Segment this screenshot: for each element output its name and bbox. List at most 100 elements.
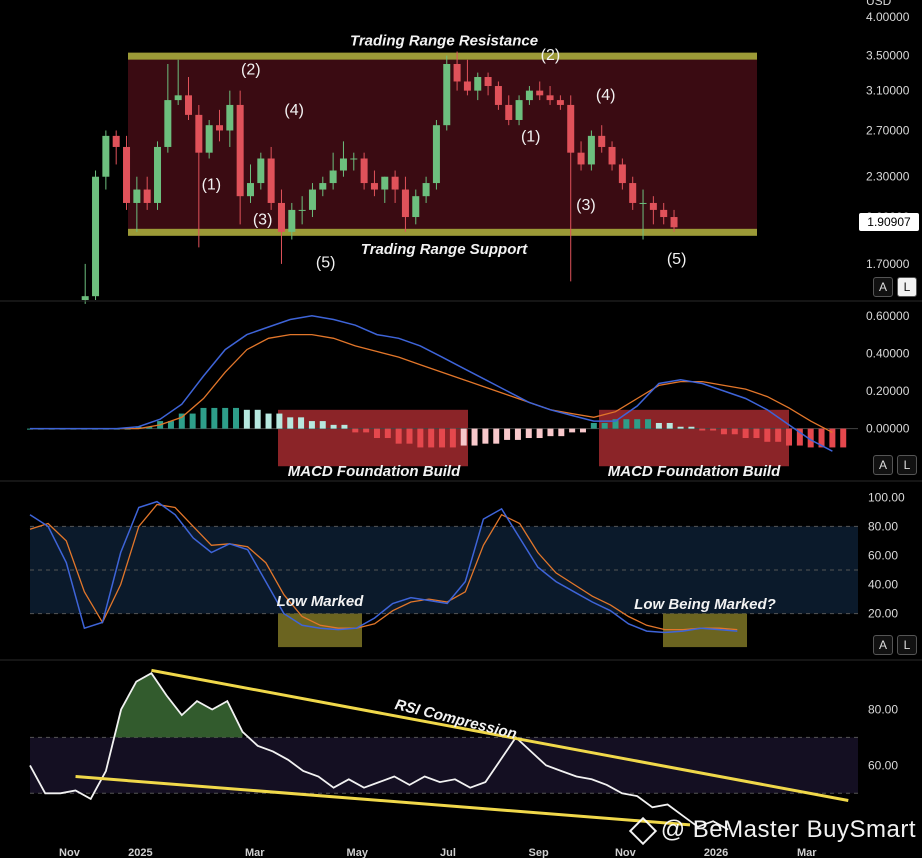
candle-body — [164, 100, 172, 147]
rsi-upper-trendline — [151, 668, 849, 802]
candle-body — [453, 63, 461, 82]
stoch-log-scale-button[interactable]: L — [897, 635, 917, 655]
macd-tick-label: 0.00000 — [866, 422, 910, 436]
candle-body — [174, 95, 182, 101]
candle-body — [629, 183, 637, 203]
macd-histogram-bar — [233, 407, 240, 429]
macd-histogram-bar — [699, 428, 706, 431]
macd-histogram-bar — [525, 428, 532, 439]
macd-auto-scale-button[interactable]: A — [873, 455, 893, 475]
macd-histogram-bar — [287, 417, 294, 429]
candle-body — [226, 104, 234, 131]
stoch-tick-label: 80.00 — [868, 519, 898, 533]
currency-label: USD — [866, 0, 892, 8]
macd-histogram-bar — [298, 417, 305, 429]
macd-histogram-bar — [645, 419, 652, 429]
price-tick-label: 1.70000 — [866, 257, 910, 271]
stoch-tick-label: 20.00 — [868, 607, 898, 621]
stoch-panel — [0, 480, 922, 648]
macd-histogram-bar — [634, 419, 641, 429]
price-tick-label: 2.30000 — [866, 170, 910, 184]
date-tick-label: 2025 — [128, 847, 152, 858]
candle-body — [154, 146, 162, 203]
stoch-tick-label: 100.00 — [868, 490, 905, 504]
candle-body — [670, 217, 678, 228]
macd-histogram-bar — [590, 422, 597, 429]
log-scale-button[interactable]: L — [897, 277, 917, 297]
macd-log-scale-button[interactable]: L — [897, 455, 917, 475]
macd-histogram-bar — [569, 428, 576, 433]
stoch-right-label: Low Being Marked? — [634, 596, 776, 613]
macd-histogram-bar — [428, 428, 435, 448]
wave-count-label: (1) — [521, 128, 541, 145]
macd-signal-line — [30, 333, 833, 433]
candle-body — [474, 77, 482, 91]
candle-body — [277, 202, 285, 232]
wave-count-label: (3) — [253, 211, 273, 228]
wave-count-label: (5) — [667, 251, 687, 268]
macd-histogram-bar — [222, 407, 229, 429]
candle-body — [443, 63, 451, 126]
macd-histogram-bar — [341, 424, 348, 429]
watermark-text: @ BeMaster BuySmart — [660, 816, 916, 843]
candle-body — [401, 189, 409, 218]
price-tick-label: 3.10000 — [866, 84, 910, 98]
macd-tick-label: 0.20000 — [866, 384, 910, 398]
macd-left-label: MACD Foundation Build — [288, 463, 461, 480]
last-price-label: 1.90907 — [859, 213, 919, 231]
wave-count-label: (5) — [316, 254, 336, 271]
macd-tick-label: 0.40000 — [866, 346, 910, 360]
macd-foundation-box-left — [278, 409, 468, 467]
macd-histogram-bar — [764, 428, 771, 442]
candle-body — [319, 183, 327, 190]
candle-body — [257, 158, 265, 184]
macd-histogram-bar — [536, 428, 543, 439]
candle-body — [267, 158, 275, 203]
macd-histogram-bar — [579, 428, 586, 433]
macd-histogram-bar — [807, 428, 814, 448]
macd-histogram-bar — [167, 421, 174, 429]
macd-histogram-bar — [373, 428, 380, 439]
candle-body — [195, 114, 203, 153]
macd-histogram-bar — [439, 428, 446, 448]
rsi-band — [30, 737, 858, 794]
resistance-band — [128, 52, 757, 60]
candle-body — [422, 183, 430, 197]
macd-histogram-bar — [471, 428, 478, 446]
candle-body — [308, 189, 316, 210]
rsi-overbought-fill — [113, 673, 243, 738]
candle-body — [536, 90, 544, 96]
stoch-auto-scale-button[interactable]: A — [873, 635, 893, 655]
rsi-line — [29, 672, 729, 831]
macd-histogram-bar — [666, 422, 673, 429]
candle-body — [608, 146, 616, 165]
candle-body — [102, 135, 110, 177]
candle-body — [350, 158, 358, 160]
macd-histogram-bar — [135, 426, 142, 429]
date-tick-label: Nov — [59, 847, 81, 858]
candle-body — [288, 209, 296, 232]
macd-histogram-bar — [330, 424, 337, 429]
resistance-label: Trading Range Resistance — [350, 33, 538, 50]
macd-histogram-bar — [363, 428, 370, 433]
candle-body — [660, 209, 668, 218]
time-axis: Nov 2025 Mar May Jul Sep Nov 2026 Mar — [59, 847, 817, 858]
stoch-tick-label: 40.00 — [868, 578, 898, 592]
macd-histogram-bar — [742, 428, 749, 439]
price-panel — [0, 0, 922, 304]
candle-body — [505, 104, 513, 120]
wave-count-label: (1) — [202, 177, 222, 194]
rsi-lower-trendline — [75, 775, 691, 827]
auto-scale-button[interactable]: A — [873, 277, 893, 297]
candle-body — [618, 164, 626, 184]
macd-histogram-bar — [493, 428, 500, 444]
candle-body — [133, 189, 141, 203]
macd-histogram-bar — [265, 413, 272, 429]
macd-histogram-bar — [786, 428, 792, 446]
macd-panel — [0, 300, 922, 467]
macd-foundation-box-right — [599, 409, 789, 467]
macd-histogram-bar — [558, 428, 565, 437]
candle-body — [649, 202, 657, 210]
price-axis[interactable]: 4.000003.500003.100002.700002.300002.000… — [866, 0, 910, 772]
